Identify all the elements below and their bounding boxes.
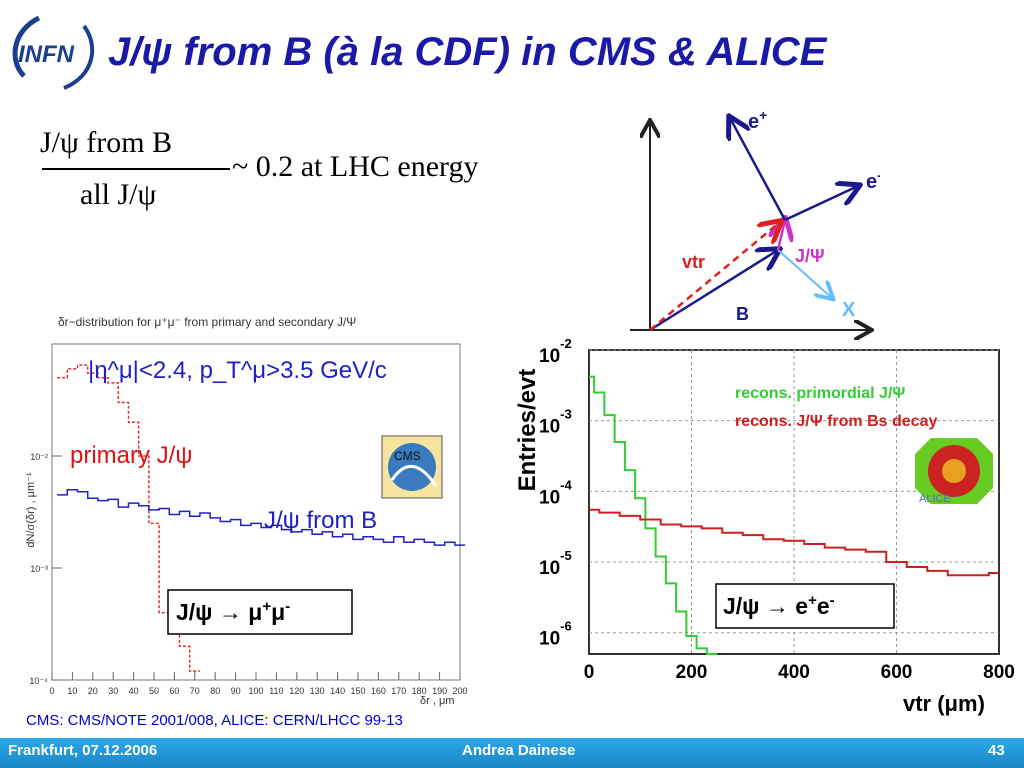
e-minus-label: e- xyxy=(866,167,880,193)
cms-x-tick-label: 30 xyxy=(108,686,118,696)
infn-logo: INFN xyxy=(12,15,95,90)
cms-y-label: dN/σ(δr) , μm⁻¹ xyxy=(25,472,37,547)
cms-x-tick-label: 0 xyxy=(49,686,54,696)
b-vector xyxy=(649,250,778,332)
alice-channel-box xyxy=(715,583,895,629)
cms-x-tick-label: 70 xyxy=(190,686,200,696)
cms-badge-text: CMS xyxy=(394,449,421,463)
fraction-bar xyxy=(42,168,230,170)
cms-x-tick-label: 190 xyxy=(432,686,447,696)
cms-x-tick-label: 80 xyxy=(210,686,220,696)
cms-x-tick-label: 200 xyxy=(452,686,467,696)
cms-x-tick-label: 50 xyxy=(149,686,159,696)
cms-y-tick-label: 10⁻⁴ xyxy=(29,676,48,686)
x-vector xyxy=(777,249,832,298)
cms-chart: δr−distribution for μ⁺μ⁻ from primary an… xyxy=(25,315,468,707)
alice-legend-bs: recons. J/Ψ from Bs decay xyxy=(735,413,937,430)
cms-x-tick-label: 40 xyxy=(129,686,139,696)
alice-y-tick-label: 10-6 xyxy=(539,619,572,650)
alice-y-tick-label: 10-4 xyxy=(539,477,572,508)
cms-x-tick-label: 20 xyxy=(88,686,98,696)
x-label: X xyxy=(842,299,856,321)
alice-y-tick-label: 10-3 xyxy=(539,407,572,438)
cms-channel-text: J/ψ → μ+μ- xyxy=(176,598,290,625)
cms-x-tick-label: 130 xyxy=(310,686,325,696)
e-minus-vector xyxy=(784,186,858,222)
cms-series-line-1 xyxy=(57,488,466,546)
alice-badge: ALICE xyxy=(915,438,993,505)
cms-badge: CMS xyxy=(381,435,443,499)
cms-cut-text: |η^μ|<2.4, p_T^μ>3.5 GeV/c xyxy=(88,357,387,384)
cms-channel-box xyxy=(167,589,353,635)
cms-x-tick-label: 100 xyxy=(248,686,263,696)
logo-text: INFN xyxy=(18,41,75,68)
alice-x-tick-label: 400 xyxy=(778,662,810,683)
alice-x-tick-label: 200 xyxy=(676,662,708,683)
slide-title: J/ψ from B (à la CDF) in CMS & ALICE xyxy=(108,30,827,74)
b-label: B xyxy=(736,304,749,324)
alice-y-tick-label: 10-5 xyxy=(539,548,572,579)
cms-x-tick-label: 140 xyxy=(330,686,345,696)
footer-bar: Frankfurt, 07.12.2006 Andrea Dainese 43 xyxy=(0,738,1024,768)
footer-location-date: Frankfurt, 07.12.2006 xyxy=(8,742,158,759)
jpsi-label: J/Ψ xyxy=(795,246,825,266)
cms-from-b-label: J/ψ from B xyxy=(264,507,377,534)
cms-x-tick-label: 110 xyxy=(269,686,283,696)
alice-x-tick-label: 0 xyxy=(584,662,595,683)
alice-y-tick-label: 10-2 xyxy=(539,336,572,367)
cms-x-tick-label: 60 xyxy=(169,686,179,696)
vtr-vector xyxy=(649,222,780,331)
cms-chart-title: δr−distribution for μ⁺μ⁻ from primary an… xyxy=(58,315,356,329)
cms-y-tick-label: 10⁻³ xyxy=(30,564,48,574)
alice-ticks: 0 200 400 600 800 10-2 10-3 10-4 10-5 10-6 xyxy=(539,336,1015,683)
alice-legend-primordial: recons. primordial J/Ψ xyxy=(735,385,905,402)
alice-x-tick-label: 800 xyxy=(983,662,1015,683)
alice-x-tick-label: 600 xyxy=(881,662,913,683)
cms-x-tick-label: 10 xyxy=(67,686,77,696)
formula-rest: ~ 0.2 at LHC energy xyxy=(232,150,479,183)
cms-x-tick-label: 160 xyxy=(371,686,386,696)
decay-diagram: e+ e- J/Ψ vtr B X xyxy=(630,110,880,340)
reference-text: CMS: CMS/NOTE 2001/008, ALICE: CERN/LHCC… xyxy=(26,712,403,729)
alice-series xyxy=(589,375,999,655)
cms-x-label: δr , μm xyxy=(420,695,454,707)
footer-page-number: 43 xyxy=(988,742,1005,759)
vtr-label: vtr xyxy=(682,252,705,272)
alice-y-label: Entries/evt xyxy=(514,369,541,492)
e-plus-label: e+ xyxy=(748,110,767,133)
cms-x-tick-label: 150 xyxy=(350,686,365,696)
formula-numerator: J/ψ from B xyxy=(40,126,173,159)
alice-chart: 0 200 400 600 800 10-2 10-3 10-4 10-5 10-6 Entrie… xyxy=(514,336,1015,716)
cms-x-tick-label: 90 xyxy=(231,686,241,696)
e-plus-vector xyxy=(730,118,787,221)
jpsi-vector xyxy=(778,220,785,251)
cms-y-tick-label: 10⁻² xyxy=(30,452,48,462)
ratio-formula: J/ψ from B all J/ψ ~ 0.2 at LHC energy xyxy=(28,126,548,226)
alice-series-line-1 xyxy=(589,508,999,577)
cms-x-tick-label: 170 xyxy=(391,686,406,696)
alice-series-line-0 xyxy=(589,375,718,655)
formula-denominator: all J/ψ xyxy=(80,178,157,211)
alice-x-label: vtr (μm) xyxy=(903,691,985,716)
cms-ticks: 0 10 20 30 40 50 60 70 80 90 100 110 120 130 140 150 160… xyxy=(29,452,467,696)
cms-x-tick-label: 120 xyxy=(289,686,304,696)
cms-primary-label: primary J/ψ xyxy=(70,442,192,469)
alice-channel-text: J/ψ → e+e- xyxy=(723,592,835,619)
alice-badge-text: ALICE xyxy=(919,493,951,505)
cms-x-tick-label: 180 xyxy=(412,686,427,696)
footer-author: Andrea Dainese xyxy=(462,742,576,759)
